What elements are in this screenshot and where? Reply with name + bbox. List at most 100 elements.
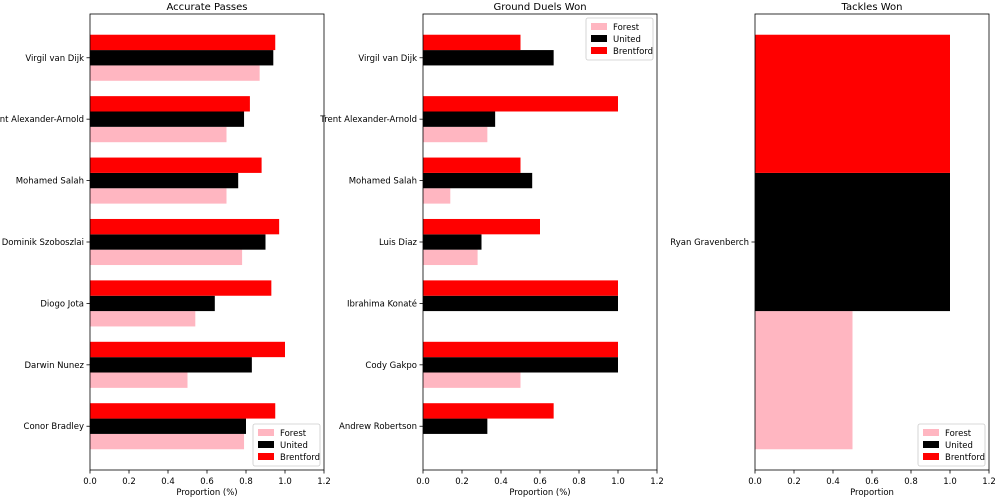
x-tick-label: 0.4 [494, 477, 508, 487]
bar-united-virgil-van-dijk [90, 50, 274, 66]
bar-brentford-andrew-robertson [423, 403, 554, 419]
y-tick-label-andrew-robertson: Andrew Robertson [339, 422, 417, 432]
x-tick-label: 0.0 [416, 477, 430, 487]
legend-swatch-forest [258, 429, 274, 436]
x-tick-label: 1.0 [943, 477, 957, 487]
x-tick-label: 1.2 [650, 477, 664, 487]
chart-title: Accurate Passes [167, 2, 248, 13]
x-tick-label: 0.8 [904, 477, 918, 487]
x-tick-label: 0.4 [826, 477, 840, 487]
y-tick-label-cody-gakpo: Cody Gakpo [365, 361, 417, 371]
y-tick-label-mohamed-salah: Mohamed Salah [16, 177, 84, 187]
legend-label-forest: Forest [613, 23, 640, 33]
y-tick-label-virgil-van-dijk: Virgil van Dijk [25, 54, 84, 64]
bar-united-dominik-szoboszlai [90, 234, 266, 250]
y-tick-label-trent-alexander-arnold: Trent Alexander-Arnold [0, 115, 84, 125]
legend-label-brentford: Brentford [613, 47, 653, 57]
legend-swatch-brentford [258, 453, 274, 460]
x-tick-label: 0.6 [533, 477, 547, 487]
y-tick-label-ibrahima-konate: Ibrahima Konaté [347, 298, 417, 309]
y-tick-label-mohamed-salah: Mohamed Salah [349, 177, 417, 187]
bar-united-ibrahima-konate [423, 295, 618, 312]
bar-united-trent-alexander-arnold [423, 111, 496, 127]
y-tick-label-conor-bradley: Conor Bradley [24, 422, 84, 432]
bar-united-diogo-jota [90, 295, 215, 312]
bar-brentford-mohamed-salah [90, 157, 262, 173]
bar-brentford-diogo-jota [90, 280, 272, 296]
legend-swatch-brentford [923, 453, 939, 460]
x-tick-label: 0.0 [83, 477, 97, 487]
x-tick-label: 1.2 [982, 477, 996, 487]
legend-swatch-forest [923, 429, 939, 436]
bar-united-ryan-gravenberch [755, 172, 950, 312]
bar-brentford-virgil-van-dijk [90, 34, 276, 51]
bar-united-andrew-robertson [423, 418, 488, 434]
y-tick-label-ryan-gravenberch: Ryan Gravenberch [670, 238, 749, 248]
bar-united-luis-diaz [423, 234, 482, 250]
bar-forest-trent-alexander-arnold [90, 126, 227, 143]
legend-swatch-brentford [591, 47, 607, 54]
x-tick-label: 1.0 [278, 477, 292, 487]
legend: Forest United Brentford [917, 423, 986, 467]
bar-brentford-ryan-gravenberch [755, 34, 950, 173]
bar-united-conor-bradley [90, 418, 246, 434]
x-tick-label: 1.2 [317, 477, 331, 487]
bar-forest-virgil-van-dijk [90, 65, 260, 81]
chart-title: Tackles Won [841, 2, 903, 13]
legend: Forest United Brentford [585, 17, 654, 61]
bar-forest-cody-gakpo [423, 372, 521, 388]
bar-brentford-trent-alexander-arnold [90, 96, 250, 112]
x-tick-label: 0.8 [572, 477, 586, 487]
legend: Forest United Brentford [252, 423, 321, 467]
bar-brentford-conor-bradley [90, 403, 276, 419]
x-tick-label: 0.0 [748, 477, 762, 487]
bar-united-mohamed-salah [90, 172, 239, 189]
legend-label-forest: Forest [280, 429, 307, 439]
bar-forest-diogo-jota [90, 311, 196, 327]
bar-united-darwin-nunez [90, 357, 252, 373]
bar-brentford-ibrahima-konate [423, 280, 618, 296]
legend-swatch-forest [591, 23, 607, 30]
bar-united-virgil-van-dijk [423, 50, 554, 66]
legend-label-forest: Forest [945, 429, 972, 439]
y-tick-label-diogo-jota: Diogo Jota [40, 299, 84, 309]
bar-brentford-cody-gakpo [423, 341, 618, 358]
bar-united-trent-alexander-arnold [90, 111, 245, 127]
x-tick-label: 1.0 [611, 477, 625, 487]
x-tick-label: 0.6 [865, 477, 879, 487]
bar-forest-mohamed-salah [90, 188, 227, 204]
bar-brentford-trent-alexander-arnold [423, 96, 618, 112]
bar-forest-conor-bradley [90, 433, 245, 450]
legend-label-united: United [945, 441, 973, 451]
legend-swatch-united [258, 441, 274, 448]
bar-united-cody-gakpo [423, 357, 618, 373]
y-tick-label-trent-alexander-arnold: Trent Alexander-Arnold [319, 115, 417, 125]
x-tick-label: 0.2 [455, 477, 469, 487]
legend-label-brentford: Brentford [280, 453, 320, 463]
chart-title: Ground Duels Won [493, 2, 586, 13]
bar-brentford-luis-diaz [423, 218, 540, 235]
bar-united-mohamed-salah [423, 172, 533, 189]
bar-forest-ryan-gravenberch [755, 311, 853, 450]
legend-label-united: United [613, 35, 641, 45]
y-tick-label-virgil-van-dijk: Virgil van Dijk [358, 54, 417, 64]
bar-brentford-mohamed-salah [423, 157, 521, 173]
legend-label-brentford: Brentford [945, 453, 985, 463]
chart-panel-tackles-won: 0.0 0.2 0.4 0.6 0.8 1.0 1.2 Ryan Gravenberch Tac… [670, 2, 995, 497]
bar-brentford-dominik-szoboszlai [90, 218, 280, 235]
x-tick-label: 0.6 [200, 477, 214, 487]
y-tick-label-dominik-szoboszlai: Dominik Szoboszlai [2, 238, 84, 248]
y-tick-label-luis-diaz: Luis Diaz [379, 238, 418, 248]
bar-forest-mohamed-salah [423, 188, 451, 204]
bar-forest-luis-diaz [423, 249, 478, 266]
bar-forest-trent-alexander-arnold [423, 126, 488, 143]
x-tick-label: 0.2 [122, 477, 136, 487]
x-tick-label: 0.8 [239, 477, 253, 487]
bar-brentford-darwin-nunez [90, 341, 285, 358]
bar-brentford-virgil-van-dijk [423, 34, 521, 51]
x-tick-label: 0.4 [161, 477, 175, 487]
y-tick-label-darwin-nunez: Darwin Nunez [25, 361, 85, 371]
bar-forest-dominik-szoboszlai [90, 249, 243, 266]
bar-forest-darwin-nunez [90, 372, 188, 388]
